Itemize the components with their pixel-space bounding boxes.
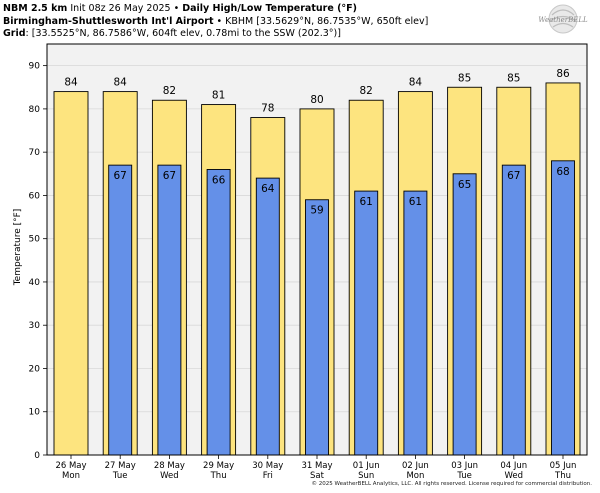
grid-info: : [33.5525°N, 86.7586°W, 604ft elev, 0.7… bbox=[25, 28, 341, 39]
x-tick-date: 31 May bbox=[301, 461, 332, 471]
x-tick-weekday: Thu bbox=[554, 471, 571, 481]
chart-header: NBM 2.5 km Init 08z 26 May 2025 • Daily … bbox=[3, 3, 523, 41]
x-tick-weekday: Sun bbox=[358, 471, 374, 481]
header-line-2: Birmingham-Shuttlesworth Int'l Airport •… bbox=[3, 16, 523, 29]
y-axis-label: Temperature [°F] bbox=[13, 209, 23, 287]
high-temp-label: 80 bbox=[310, 94, 323, 106]
y-tick-label: 10 bbox=[29, 408, 41, 418]
high-temp-label: 84 bbox=[64, 77, 78, 89]
bars bbox=[53, 82, 581, 456]
x-tick-date: 03 Jun bbox=[451, 461, 478, 471]
y-axis: 0 10 20 30 40 50 60 70 80 90 bbox=[29, 62, 47, 461]
high-temp-label: 82 bbox=[360, 85, 373, 97]
x-tick-weekday: Wed bbox=[160, 471, 179, 481]
x-tick-date: 29 May bbox=[203, 461, 234, 471]
bar-labels: 84 84 67 82 67 81 66 78 64 80 59 82 61 84 61 85 65 85 67 86… bbox=[64, 68, 570, 217]
y-tick-label: 70 bbox=[29, 148, 41, 158]
low-temp-label: 68 bbox=[556, 166, 569, 178]
low-temp-label: 65 bbox=[458, 179, 471, 191]
x-tick-date: 30 May bbox=[252, 461, 283, 471]
low-temp-bar bbox=[255, 177, 280, 456]
low-temp-label: 67 bbox=[114, 170, 127, 182]
weatherbell-logo: WeatherBELL bbox=[538, 4, 588, 34]
x-tick-weekday: Tue bbox=[112, 471, 128, 481]
init-time: Init 08z 26 May 2025 • bbox=[67, 3, 183, 14]
low-temp-label: 67 bbox=[163, 170, 176, 182]
x-tick-weekday: Thu bbox=[210, 471, 227, 481]
low-temp-bar bbox=[354, 190, 379, 456]
low-temp-bar bbox=[206, 169, 231, 456]
low-temp-bar bbox=[108, 164, 133, 456]
y-tick-label: 20 bbox=[29, 364, 41, 374]
header-line-1: NBM 2.5 km Init 08z 26 May 2025 • Daily … bbox=[3, 3, 523, 16]
high-temp-label: 85 bbox=[458, 72, 471, 84]
high-temp-label: 82 bbox=[163, 85, 176, 97]
station-info: • KBHM [33.5629°N, 86.7535°W, 650ft elev… bbox=[213, 15, 429, 27]
low-temp-label: 67 bbox=[507, 170, 520, 182]
low-temp-label: 64 bbox=[261, 183, 275, 195]
logo-text: WeatherBELL bbox=[538, 16, 588, 24]
low-temp-bar bbox=[305, 199, 329, 456]
x-tick-weekday: Tue bbox=[456, 471, 472, 481]
x-tick-weekday: Wed bbox=[505, 471, 524, 481]
y-tick-label: 40 bbox=[29, 278, 41, 288]
high-temp-label: 84 bbox=[114, 77, 128, 89]
x-tick-date: 27 May bbox=[105, 461, 136, 471]
low-temp-bar bbox=[403, 190, 428, 456]
plot-frame bbox=[46, 43, 588, 456]
x-tick-weekday: Mon bbox=[62, 471, 80, 481]
x-tick-date: 26 May bbox=[55, 461, 86, 471]
high-temp-label: 84 bbox=[409, 77, 423, 89]
y-tick-label: 0 bbox=[34, 451, 40, 461]
low-temp-label: 61 bbox=[360, 196, 373, 208]
station-name: Birmingham-Shuttlesworth Int'l Airport bbox=[3, 15, 214, 27]
y-tick-label: 50 bbox=[29, 235, 41, 245]
high-temp-bar bbox=[53, 91, 89, 456]
x-tick-date: 01 Jun bbox=[353, 461, 380, 471]
high-temp-label: 78 bbox=[261, 103, 274, 115]
low-temp-bar bbox=[157, 164, 182, 456]
low-temp-label: 66 bbox=[212, 174, 226, 186]
chart-title: Daily High/Low Temperature (°F) bbox=[182, 3, 358, 14]
x-tick-date: 05 Jun bbox=[550, 461, 577, 471]
low-temp-label: 61 bbox=[409, 196, 422, 208]
low-temp-bar bbox=[551, 160, 575, 456]
y-tick-label: 60 bbox=[29, 191, 41, 201]
high-temp-label: 85 bbox=[507, 72, 520, 84]
model-name: NBM 2.5 km bbox=[3, 3, 68, 14]
low-temp-label: 59 bbox=[310, 205, 323, 217]
low-temp-bar bbox=[501, 164, 526, 456]
header-line-3: Grid: [33.5525°N, 86.7586°W, 604ft elev,… bbox=[3, 28, 523, 41]
high-temp-label: 81 bbox=[212, 90, 225, 102]
x-tick-weekday: Sat bbox=[310, 471, 325, 481]
copyright-note: © 2025 WeatherBELL Analytics, LLC. All r… bbox=[311, 481, 592, 487]
x-tick-date: 28 May bbox=[154, 461, 185, 471]
y-tick-label: 90 bbox=[29, 62, 41, 72]
grid-label: Grid bbox=[3, 28, 26, 39]
y-tick-label: 30 bbox=[29, 321, 41, 331]
x-tick-date: 02 Jun bbox=[402, 461, 429, 471]
low-temp-bar bbox=[452, 173, 477, 456]
y-tick-label: 80 bbox=[29, 105, 41, 115]
x-tick-date: 04 Jun bbox=[500, 461, 527, 471]
x-tick-weekday: Mon bbox=[406, 471, 424, 481]
x-tick-weekday: Fri bbox=[263, 471, 273, 481]
high-temp-label: 86 bbox=[556, 68, 570, 80]
